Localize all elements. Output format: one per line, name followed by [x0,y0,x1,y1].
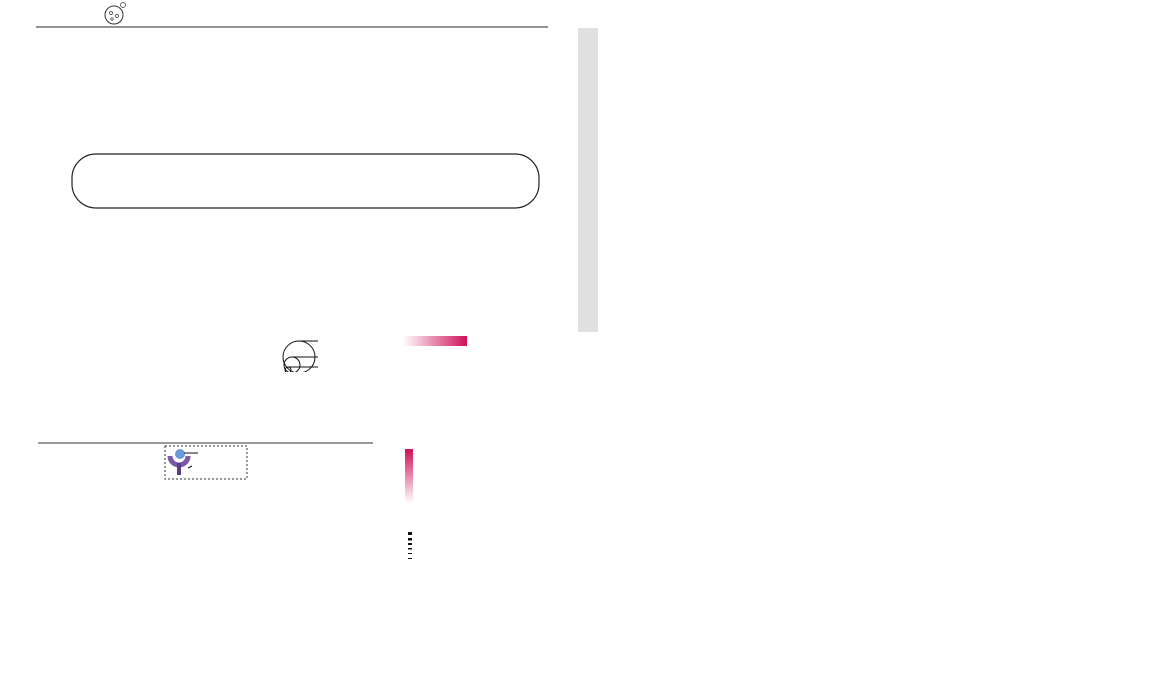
tissue-interaction-panel [38,442,413,559]
g-width-legend [408,532,412,559]
upregulated-box [71,153,540,209]
size-legend [282,340,318,372]
ligand-receptor-legend [164,445,248,480]
senescent-cell-icon [104,2,126,25]
gene-label-wrap [578,28,598,332]
g-color-legend [405,449,413,503]
sankey-panel [450,400,850,678]
sasp-network [36,2,548,372]
color-legend-bar [403,336,467,346]
gene-label-band [578,28,598,332]
cxcl12-ihc-panel [600,20,1164,340]
dotplot-panel [850,400,1164,678]
ligand-receptor-icon [167,449,191,475]
